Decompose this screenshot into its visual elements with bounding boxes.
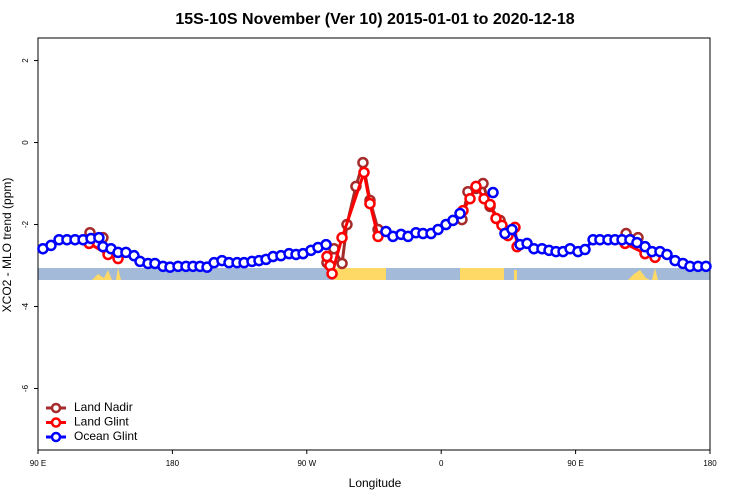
land-mask: [38, 268, 710, 280]
legend-label: Land Glint: [74, 415, 129, 429]
point: [447, 214, 459, 227]
point: [357, 156, 369, 169]
x-tick-label: 180: [703, 459, 717, 468]
chart-title: 15S-10S November (Ver 10) 2015-01-01 to …: [175, 11, 574, 28]
point: [364, 197, 376, 210]
y-tick-label: -4: [21, 302, 30, 310]
legend-label: Land Nadir: [74, 400, 133, 414]
x-tick-label: 180: [166, 459, 180, 468]
y-tick-label: 0: [21, 140, 30, 145]
point: [93, 231, 105, 244]
legend-marker: [50, 402, 62, 414]
point: [432, 223, 444, 236]
point: [490, 212, 502, 225]
point: [320, 238, 332, 251]
legend-marker: [50, 417, 62, 428]
y-tick-label: 2: [21, 58, 30, 63]
legend-label: Ocean Glint: [74, 429, 138, 443]
point: [484, 198, 496, 211]
point: [321, 250, 333, 263]
plot-frame: [37, 37, 711, 451]
point: [358, 166, 370, 179]
x-axis-label: Longitude: [349, 476, 402, 490]
point: [336, 257, 348, 270]
legend-marker: [50, 431, 62, 443]
point: [454, 207, 466, 220]
point: [661, 248, 673, 261]
point: [372, 230, 384, 243]
point: [336, 231, 348, 244]
point: [700, 260, 712, 273]
point: [506, 223, 518, 236]
point: [579, 243, 591, 256]
x-tick-label: 0: [439, 459, 444, 468]
point: [464, 192, 476, 205]
x-tick-label: 90 E: [30, 459, 46, 468]
y-tick-label: -6: [21, 384, 30, 392]
point: [326, 267, 338, 280]
point: [470, 180, 482, 193]
x-tick-label: 90 W: [297, 459, 316, 468]
y-tick-label: -2: [21, 220, 30, 228]
y-axis-label: XCO2 - MLO trend (ppm): [0, 178, 14, 313]
point: [487, 186, 499, 199]
point: [45, 239, 57, 252]
x-tick-label: 90 E: [567, 459, 583, 468]
